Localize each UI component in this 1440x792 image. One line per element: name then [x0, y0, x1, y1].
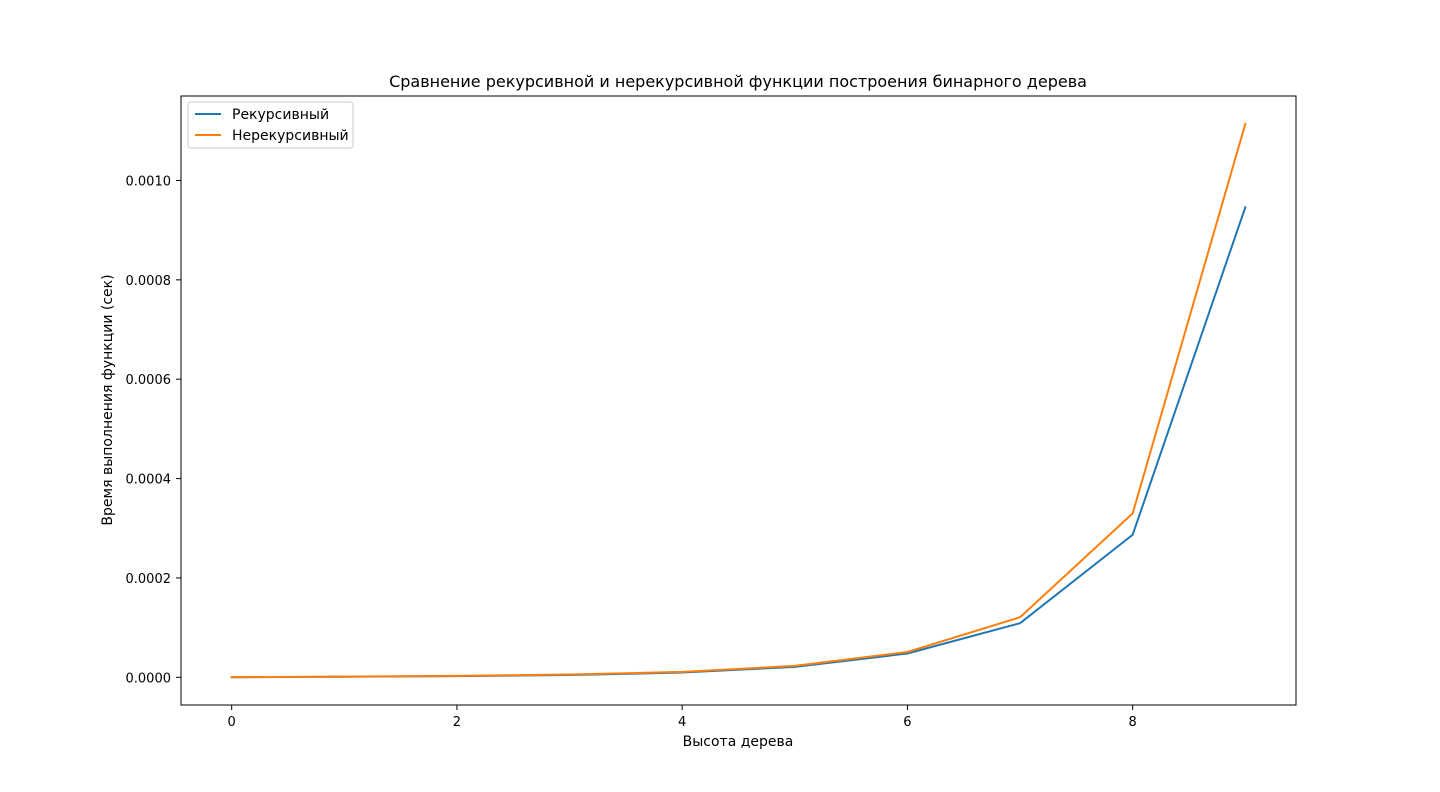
y-tick-label: 0.0000 — [126, 671, 172, 686]
x-tick-label: 4 — [678, 715, 686, 730]
legend-box — [187, 101, 354, 149]
y-axis-title: Время выполнения функции (сек) — [100, 274, 116, 525]
y-tick-label: 0.0008 — [126, 274, 172, 289]
legend-label: Рекурсивный — [232, 107, 329, 123]
y-tick-label: 0.0006 — [126, 373, 172, 388]
y-tick-label: 0.0004 — [126, 473, 172, 488]
chart-title: Сравнение рекурсивной и нерекурсивной фу… — [389, 72, 1087, 91]
y-tick-label: 0.0002 — [126, 572, 172, 587]
plot-area — [180, 95, 1297, 706]
series-line-nonrecursive — [230, 122, 1247, 679]
x-tick-label: 8 — [1129, 715, 1137, 730]
plot-frame — [180, 95, 1297, 706]
series-layer — [230, 122, 1247, 679]
legend-label: Нерекурсивный — [232, 128, 349, 144]
x-tick-label: 0 — [228, 715, 236, 730]
y-axis: 0.0000 0.0002 0.0004 0.0006 0.0008 0.0010 — [126, 174, 181, 686]
y-tick-label: 0.0010 — [126, 174, 172, 189]
x-axis-title: Высота дерева — [683, 734, 794, 750]
x-tick-label: 2 — [453, 715, 461, 730]
x-tick-label: 6 — [903, 715, 911, 730]
legend: Рекурсивный Нерекурсивный — [187, 101, 354, 149]
x-axis: 0 2 4 6 8 — [228, 705, 1137, 730]
